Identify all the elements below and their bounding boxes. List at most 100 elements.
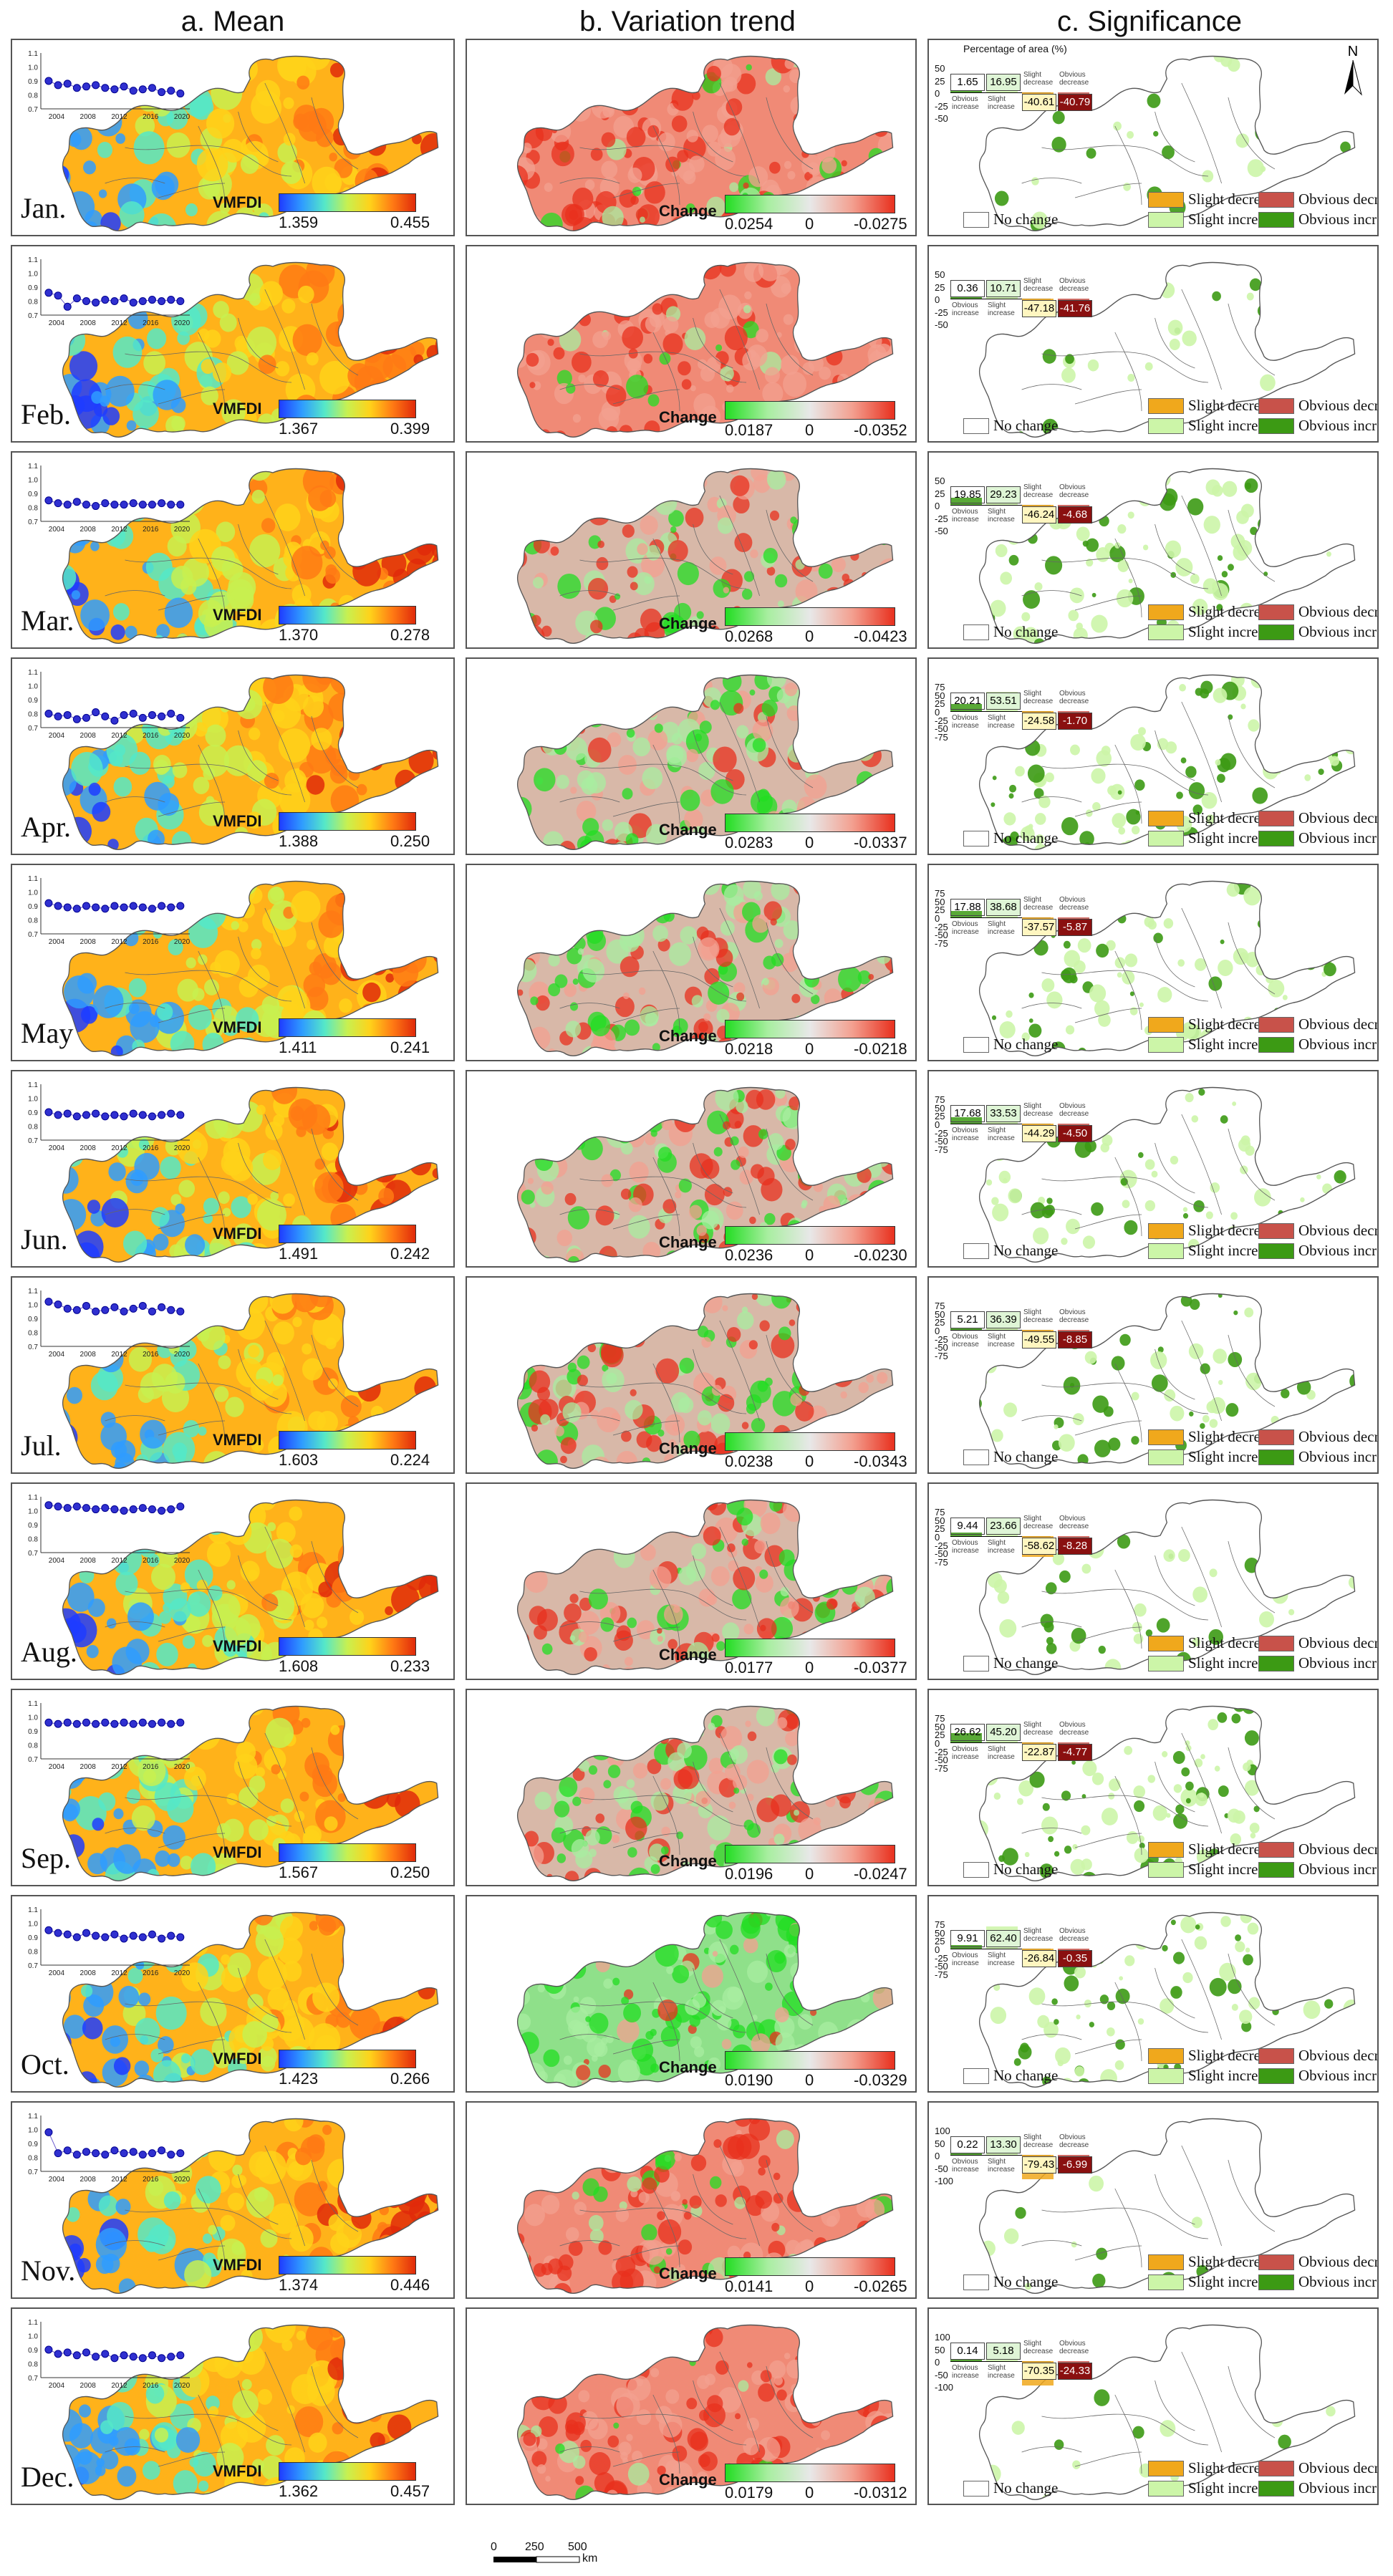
bar-y-tick: 50 xyxy=(935,690,945,701)
bar-value-slight_decrease: -22.87 xyxy=(1022,1744,1056,1761)
trend-colorbar-min: 0.0177 xyxy=(725,1659,773,1677)
bar-value-slight_increase: 38.68 xyxy=(986,899,1021,916)
trend-colorbar-min: 0.0187 xyxy=(725,421,773,439)
bar-value-obvious_increase: 5.21 xyxy=(950,1311,985,1328)
significance-map xyxy=(979,1293,1356,1469)
trend-colorbar-min: 0.0141 xyxy=(725,2277,773,2295)
inset-point xyxy=(92,1307,100,1316)
trend-colorbar-max: -0.0377 xyxy=(854,1659,907,1677)
trend-colorbar-zero: 0 xyxy=(805,1040,814,1058)
legend-item-obvious_decrease: Obvious decrease xyxy=(1258,1428,1377,1446)
bar-obvious_increase xyxy=(950,2153,982,2155)
legend-item-no_change: No change xyxy=(963,1654,1058,1672)
legend-swatch-slight_increase xyxy=(1148,2480,1184,2497)
mean-map xyxy=(62,1086,439,1263)
inset-x-tick: 2004 xyxy=(49,319,65,327)
mean-panel: 0.7 0.8 0.9 1.0 1.1 2004 2008 2012 2016 2020 Mar. V… xyxy=(11,451,455,649)
inset-point xyxy=(138,2151,147,2159)
inset-x-tick: 2004 xyxy=(49,1763,65,1771)
trend-panel: Change 0.0268 0 -0.0423 xyxy=(466,451,917,649)
bar-y-tick: 50 xyxy=(935,2344,945,2355)
inset-y-tick: 0.8 xyxy=(28,917,38,925)
legend-item-obvious_decrease: Obvious decrease xyxy=(1258,1634,1377,1652)
inset-point xyxy=(176,2149,185,2158)
bar-y-tick: -75 xyxy=(935,1144,948,1155)
inset-point xyxy=(110,1930,119,1939)
bar-y-tick: 0 xyxy=(935,2357,940,2368)
mean-colorbar-title: VMFDI xyxy=(213,1843,262,1861)
inset-y-tick: 0.7 xyxy=(28,725,38,733)
inset-point xyxy=(44,2128,53,2136)
mean-colorbar-min: 1.374 xyxy=(279,2276,319,2294)
inset-point xyxy=(129,1931,138,1940)
legend-swatch-no_change xyxy=(963,624,989,640)
legend-label-no_change: No change xyxy=(993,1036,1059,1053)
north-label: N xyxy=(1348,44,1358,59)
bar-zero-line xyxy=(950,1742,1051,1743)
inset-y-tick: 1.0 xyxy=(28,1096,38,1104)
trend-colorbar xyxy=(725,401,895,420)
inset-point xyxy=(148,2351,156,2360)
legend-swatch-slight_decrease xyxy=(1148,1429,1184,1445)
bar-category-slight_increase: Slight increase xyxy=(988,508,1015,524)
inset-x-tick: 2008 xyxy=(80,1351,97,1359)
bar-category-slight_increase: Slight increase xyxy=(988,95,1015,111)
inset-point xyxy=(44,496,53,505)
mean-colorbar-title: VMFDI xyxy=(213,400,262,418)
legend-label-no_change: No change xyxy=(993,1861,1059,1878)
trend-panel: Change 0.0196 0 -0.0247 xyxy=(466,1689,917,1886)
inset-point xyxy=(110,297,119,305)
mean-map xyxy=(62,261,439,438)
inset-x-tick: 2020 xyxy=(174,2176,191,2184)
bar-y-tick: -50 xyxy=(935,2369,948,2380)
inset-x-tick: 2020 xyxy=(174,1557,191,1565)
legend-swatch-no_change xyxy=(963,2068,989,2084)
legend-swatch-slight_increase xyxy=(1148,418,1184,434)
trend-colorbar-title: Change xyxy=(659,408,717,426)
bar-category-obvious_increase: Obvious increase xyxy=(952,714,979,730)
trend-colorbar-max: -0.0312 xyxy=(854,2484,907,2502)
legend-swatch-slight_increase xyxy=(1148,211,1184,228)
scale-bar: 0 250 500 km xyxy=(491,2541,648,2570)
bar-value-slight_decrease: -49.55 xyxy=(1022,1331,1056,1349)
legend-label-no_change: No change xyxy=(993,2479,1059,2497)
legend-swatch-slight_decrease xyxy=(1148,604,1184,620)
bar-category-slight_decrease: Slight decrease xyxy=(1023,1308,1054,1324)
inset-point xyxy=(63,302,72,311)
bar-obvious_increase xyxy=(950,498,982,505)
inset-y-tick: 1.1 xyxy=(28,1288,38,1296)
bar-y-tick: 25 xyxy=(935,1523,945,1535)
inset-point xyxy=(167,1505,175,1514)
inset-x-tick: 2008 xyxy=(80,1763,97,1771)
trend-panel: Change 0.0238 0 -0.0343 xyxy=(466,1276,917,1474)
inset-y-tick: 1.0 xyxy=(28,271,38,279)
bar-y-tick: 0 xyxy=(935,913,940,924)
mean-colorbar xyxy=(279,2256,416,2274)
mean-colorbar-max: 0.242 xyxy=(390,1245,430,1263)
inset-point xyxy=(101,1718,110,1727)
trend-colorbar xyxy=(725,1432,895,1451)
inset-x-tick: 2016 xyxy=(143,1557,159,1565)
bar-y-tick: 0 xyxy=(935,294,940,305)
inset-x-tick: 2016 xyxy=(143,113,159,121)
bar-value-obvious_increase: 17.68 xyxy=(950,1105,985,1122)
bar-y-tick: -50 xyxy=(935,1548,948,1560)
trend-colorbar-max: -0.0230 xyxy=(854,1246,907,1264)
significance-panel: 75 50 25 0 -25 -50 -75 17.68 Obvious increase 33.… xyxy=(927,1070,1379,1268)
legend-swatch-obvious_decrease xyxy=(1258,2460,1294,2476)
inset-point xyxy=(120,82,128,91)
mean-panel: 0.7 0.8 0.9 1.0 1.1 2004 2008 2012 2016 2020 Apr. V… xyxy=(11,657,455,855)
inset-point xyxy=(176,1111,185,1119)
bar-value-obvious_increase: 17.88 xyxy=(950,899,985,916)
bar-category-slight_decrease: Slight decrease xyxy=(1023,483,1054,499)
bar-obvious_decrease xyxy=(1058,711,1089,713)
inset-point xyxy=(167,903,175,912)
legend-label-obvious_increase: Obvious increase xyxy=(1298,417,1377,434)
mean-colorbar-max: 0.250 xyxy=(390,832,430,850)
mean-inset-chart: 0.7 0.8 0.9 1.0 1.1 2004 2008 2012 2016 2020 xyxy=(18,666,204,745)
bar-y-tick: 50 xyxy=(935,2138,945,2149)
bar-value-obvious_increase: 0.36 xyxy=(950,280,985,297)
legend-swatch-slight_decrease xyxy=(1148,1016,1184,1033)
inset-y-tick: 0.8 xyxy=(28,2361,38,2369)
